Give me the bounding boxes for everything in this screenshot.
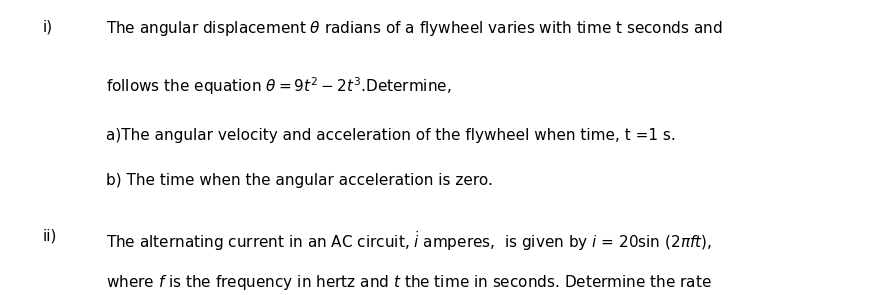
Text: The alternating current in an AC circuit, $\dot{i}$ amperes,  is given by $i$ = : The alternating current in an AC circuit… bbox=[106, 229, 711, 253]
Text: ii): ii) bbox=[43, 229, 57, 244]
Text: The angular displacement $\theta$ radians of a flywheel varies with time t secon: The angular displacement $\theta$ radian… bbox=[106, 19, 722, 38]
Text: a)The angular velocity and acceleration of the flywheel when time, t =1 s.: a)The angular velocity and acceleration … bbox=[106, 128, 676, 143]
Text: i): i) bbox=[43, 19, 53, 34]
Text: b) The time when the angular acceleration is zero.: b) The time when the angular acceleratio… bbox=[106, 173, 493, 188]
Text: follows the equation $\theta = 9t^2 - 2t^3$.Determine,: follows the equation $\theta = 9t^2 - 2t… bbox=[106, 75, 452, 97]
Text: where $f$ is the frequency in hertz and $t$ the time in seconds. Determine the r: where $f$ is the frequency in hertz and … bbox=[106, 273, 711, 292]
